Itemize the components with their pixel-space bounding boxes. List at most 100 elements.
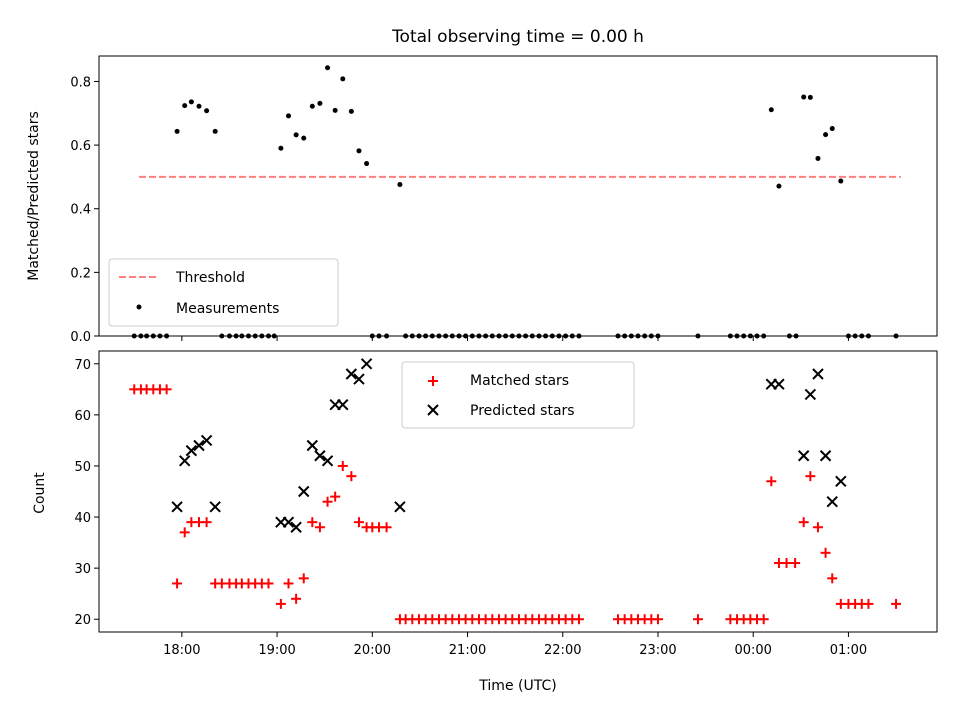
measurement-point	[278, 145, 284, 151]
predicted-star-point	[345, 368, 358, 380]
matched-star-point	[172, 578, 183, 589]
x-tick-label: 18:00	[163, 643, 200, 658]
predicted-star-point	[394, 501, 406, 513]
predicted-star-point	[835, 475, 847, 487]
matched-star-point	[263, 578, 274, 589]
measurement-point	[174, 128, 180, 134]
predicted-star-point	[306, 439, 319, 452]
predicted-star-point	[321, 455, 334, 467]
matched-star-point	[758, 614, 769, 625]
predicted-star-point	[360, 358, 373, 370]
x-tick-label: 01:00	[830, 643, 867, 658]
bottom-y-tick-label: 70	[74, 358, 91, 373]
predicted-star-point	[200, 434, 213, 447]
matched-star-point	[827, 573, 838, 584]
bottom-y-ticks: 20 30 40 50 60 70	[74, 358, 99, 628]
measurement-point	[838, 178, 844, 184]
measurement-point	[204, 108, 210, 114]
matched-star-point	[812, 522, 823, 533]
top-y-tick-label: 0.6	[70, 139, 91, 154]
predicted-star-point	[804, 388, 817, 401]
predicted-star-point	[282, 516, 295, 528]
matched-star-point	[283, 578, 294, 589]
matched-star-point	[652, 614, 663, 625]
matched-star-point	[863, 598, 874, 609]
predicted-star-point	[298, 485, 310, 498]
measurement-point	[325, 65, 331, 71]
matched-star-point	[573, 614, 584, 625]
top-axes-frame	[98, 55, 938, 337]
legend-predicted-label: Predicted stars	[470, 403, 575, 419]
matched-star-point	[891, 598, 902, 609]
measurement-point	[823, 132, 829, 138]
bottom-axes-frame	[98, 350, 938, 633]
matched-star-point	[275, 598, 286, 609]
legend-predicted-marker	[427, 404, 439, 416]
top-panel: 0.00.20.40.60.8 Matched/Predicted stars …	[26, 55, 938, 345]
measurement-point	[301, 135, 307, 141]
predicted-star-point	[209, 501, 221, 513]
predicted-star-point	[819, 450, 832, 462]
top-y-tick-label: 0.8	[70, 75, 91, 90]
legend-matched-swatch	[428, 376, 438, 386]
matched-star-point	[781, 558, 792, 569]
bottom-panel: 20 30 40 50 60 70 18:00 19:00 20:00 21:00 22:00 23…	[32, 350, 938, 694]
predicted-star-point	[185, 444, 198, 457]
x-tick-label: 21:00	[449, 643, 486, 658]
measurement-point	[309, 103, 315, 109]
x-tick-label: 22:00	[544, 643, 581, 658]
bottom-legend: Matched stars Predicted stars	[401, 361, 635, 429]
bottom-y-tick-label: 40	[74, 511, 91, 526]
measurement-point	[356, 148, 362, 154]
legend-matched-marker	[428, 376, 438, 386]
x-tick-label: 20:00	[354, 643, 391, 658]
matched-star-point	[337, 460, 348, 471]
measurement-point	[829, 126, 835, 132]
bottom-y-tick-label: 50	[74, 460, 91, 475]
top-x-ticks	[181, 336, 849, 341]
bottom-x-ticks: 18:00 19:00 20:00 21:00 22:00 23:00 00:00 01:00	[163, 632, 867, 658]
bottom-y-tick-label: 30	[74, 562, 91, 577]
measurement-point	[801, 94, 807, 100]
predicted-star-point	[353, 373, 365, 385]
measurement-point	[212, 128, 218, 134]
predicted-star-point	[812, 368, 824, 380]
measurement-point	[188, 99, 194, 105]
top-y-ticks: 0.0 0.2 0.4 0.6 0.8	[70, 75, 99, 345]
measurement-points	[131, 65, 899, 339]
predicted-star-point	[178, 455, 191, 467]
matched-star-point	[798, 517, 809, 528]
predicted-star-point	[826, 496, 838, 508]
top-legend-box	[108, 258, 339, 327]
x-axis-label: Time (UTC)	[478, 678, 556, 694]
top-legend: Threshold Measurements	[108, 258, 339, 327]
matched-star-point	[161, 384, 172, 395]
measurement-point	[196, 103, 202, 109]
measurement-point	[332, 107, 338, 113]
matched-star-point	[291, 593, 302, 604]
predicted-star-point	[773, 378, 785, 390]
bottom-y-axis-label: Count	[32, 472, 48, 514]
matched-star-point	[307, 517, 318, 528]
matched-star-point	[330, 491, 341, 502]
x-tick-label: 19:00	[258, 643, 295, 658]
measurement-point	[340, 76, 346, 82]
measurement-point	[776, 183, 782, 189]
measurement-point	[364, 161, 370, 167]
measurement-point	[293, 132, 299, 138]
matched-star-point	[790, 558, 801, 569]
matched-star-point	[692, 614, 703, 625]
top-y-tick-label: 0.0	[70, 330, 91, 345]
matched-star-point	[179, 527, 190, 538]
predicted-star-point	[290, 521, 302, 533]
measurement-point	[397, 182, 403, 188]
x-tick-label: 23:00	[639, 643, 676, 658]
measurement-point	[348, 108, 354, 114]
top-y-axis-label: Matched/Predicted stars	[26, 111, 42, 281]
bottom-y-tick-label: 60	[74, 409, 91, 424]
top-y-tick-label: 0.4	[70, 203, 91, 218]
legend-measurements-label: Measurements	[176, 301, 279, 317]
legend-measurements-swatch	[136, 304, 142, 310]
predicted-star-point	[193, 439, 205, 452]
